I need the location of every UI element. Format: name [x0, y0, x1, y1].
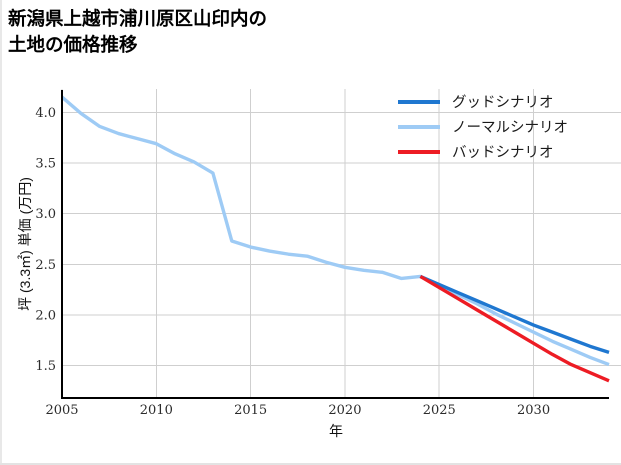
- series-line-ノーマルシナリオ: [60, 95, 610, 367]
- x-tick-label: 2030: [517, 403, 550, 418]
- legend-label: バッドシナリオ: [452, 145, 554, 161]
- y-tick-label: 2.0: [35, 308, 56, 323]
- x-tick-labels: 2005 2010 2015 2020 2025 2030: [45, 403, 550, 418]
- gridlines-group: [61, 89, 621, 398]
- y-axis-title: 坪 (3.3㎡) 単価 (万円): [17, 177, 33, 311]
- x-axis-title: 年: [329, 423, 343, 439]
- x-tick-label: 2020: [328, 403, 361, 418]
- series-group: [60, 95, 610, 383]
- x-tick-label: 2025: [423, 403, 456, 418]
- x-tick-label: 2005: [45, 403, 78, 418]
- y-tick-label: 3.0: [35, 207, 56, 222]
- y-tick-label: 3.5: [35, 156, 56, 171]
- x-tick-label: 2015: [234, 403, 267, 418]
- page-left-border: [0, 0, 2, 465]
- y-tick-label: 1.5: [35, 359, 56, 374]
- axis-frame: [60, 90, 609, 400]
- legend-label: グッドシナリオ: [452, 94, 554, 111]
- series-line-バッドシナリオ: [419, 274, 610, 383]
- y-tick-label: 4.0: [35, 106, 56, 121]
- page-title: 新潟県上越市浦川原区山印内の 土地の価格推移: [8, 8, 268, 55]
- y-tick-label: 2.5: [35, 258, 56, 273]
- x-tick-label: 2010: [140, 403, 173, 418]
- page-bottom-border: [0, 463, 621, 465]
- legend-label: ノーマルシナリオ: [452, 120, 568, 136]
- series-line-グッドシナリオ: [419, 274, 610, 355]
- y-tick-labels: 1.5 2.0 2.5 3.0 3.5 4.0: [35, 106, 56, 374]
